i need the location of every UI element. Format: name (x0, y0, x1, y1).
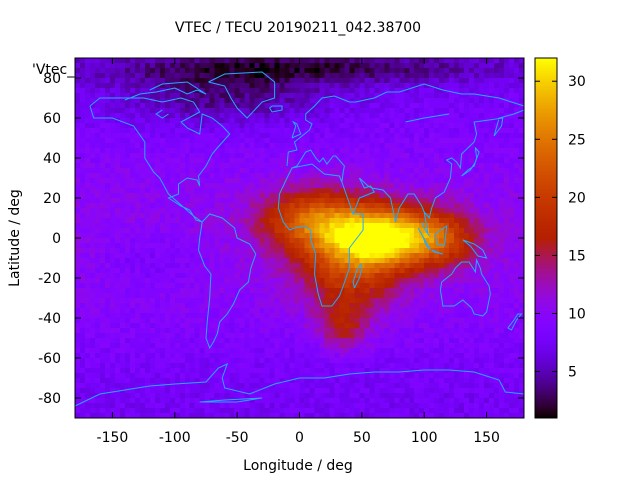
coastline (208, 71, 276, 119)
colorbar (535, 58, 557, 418)
coastline (269, 105, 283, 113)
y-tick-label: 20 (43, 191, 61, 207)
colorbar-tick-label: 5 (568, 365, 577, 381)
coastline (434, 225, 448, 247)
vtec-heatmap (75, 58, 524, 418)
x-tick-label: -150 (97, 430, 129, 446)
coastline (74, 363, 525, 407)
x-tick-label: 150 (473, 430, 500, 446)
x-axis-label: Longitude / deg (243, 458, 353, 474)
coastline (155, 109, 169, 119)
y-tick-label: -80 (38, 391, 61, 407)
x-tick-label: 50 (353, 430, 371, 446)
y-tick-label: -20 (38, 271, 61, 287)
y-tick-label: 0 (52, 231, 61, 247)
y-tick-label: -60 (38, 351, 61, 367)
coastline (277, 163, 364, 307)
coastline (291, 149, 345, 183)
y-tick-label: 80 (43, 71, 61, 87)
coastline (461, 146, 480, 177)
y-tick-label: 60 (43, 111, 61, 127)
colorbar-tick-label: 25 (568, 132, 586, 148)
coastline (421, 211, 430, 237)
y-ticks: 80 60 40 20 0 -20 -40 -60 -80 (38, 71, 524, 407)
colorbar-tick-label: 30 (568, 74, 586, 90)
coastline (199, 397, 263, 403)
y-tick-label: 40 (43, 151, 61, 167)
coastline (507, 313, 523, 331)
x-ticks: -150 -100 -50 0 50 100 150 (97, 58, 500, 446)
x-tick-label: 0 (295, 430, 304, 446)
coastline (291, 120, 302, 139)
coastline (431, 249, 444, 255)
plot-frame (74, 57, 525, 419)
x-tick-label: -100 (159, 430, 191, 446)
x-tick-label: -50 (226, 430, 249, 446)
coastline (439, 258, 491, 317)
colorbar-tick-label: 20 (568, 190, 586, 206)
coastlines (74, 71, 525, 407)
coastline (89, 97, 231, 223)
coastline (124, 81, 207, 101)
colorbar-ticks: 5 10 15 20 25 30 (535, 74, 586, 381)
coastline (462, 239, 488, 259)
coastline (352, 109, 525, 223)
coastline (352, 262, 363, 289)
coastline (286, 83, 525, 167)
colorbar-frame (534, 57, 558, 419)
corner-key: 'Vtec_ (32, 62, 75, 78)
y-axis-label: Latitude / deg (7, 189, 23, 287)
coastline (197, 213, 257, 350)
y-tick-label: -40 (38, 311, 61, 327)
coastline (417, 227, 431, 251)
chart-title: VTEC / TECU 20190211_042.38700 (175, 20, 421, 36)
x-tick-label: 100 (411, 430, 438, 446)
colorbar-tick-label: 15 (568, 248, 586, 264)
colorbar-tick-label: 10 (568, 306, 586, 322)
coastline (405, 113, 450, 123)
